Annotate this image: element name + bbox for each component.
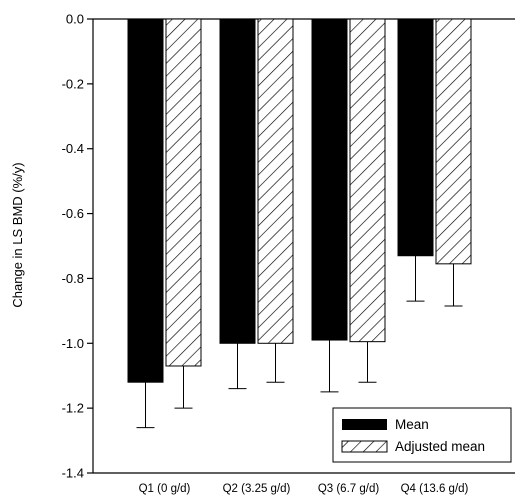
y-tick-label: -1.2	[62, 401, 84, 416]
y-tick-label: -1.4	[62, 466, 84, 481]
y-axis-label: Change in LS BMD (%/y)	[10, 162, 25, 307]
bar-adjusted-mean	[349, 18, 386, 343]
legend-box	[332, 407, 512, 463]
bar-mean	[397, 18, 434, 257]
category-label: Q3 (6.7 g/d)	[318, 483, 380, 495]
bar-mean	[127, 18, 164, 383]
bar-adjusted-mean	[435, 18, 472, 265]
legend-label-mean: Mean	[395, 417, 429, 432]
legend-swatch-mean	[342, 419, 387, 430]
bars-group	[127, 18, 472, 383]
y-tick-label: -0.4	[62, 141, 84, 156]
bar-mean	[219, 18, 256, 344]
category-label: Q4 (13.6 g/d)	[401, 483, 469, 495]
y-tick-label: -0.6	[62, 206, 84, 221]
y-tick-label: -0.2	[62, 76, 84, 91]
legend: Mean Adjusted mean	[332, 407, 512, 463]
bar-mean	[311, 18, 348, 341]
error-bars-group	[136, 255, 463, 429]
legend-label-adjusted-mean: Adjusted mean	[395, 439, 485, 454]
category-label: Q1 (0 g/d)	[139, 483, 191, 495]
y-tick-label: 0.0	[66, 12, 84, 27]
y-tick-label: -1.0	[62, 336, 84, 351]
bar-adjusted-mean	[165, 18, 202, 367]
category-label: Q2 (3.25 g/d)	[223, 483, 291, 495]
category-labels: Q1 (0 g/d) Q2 (3.25 g/d) Q3 (6.7 g/d) Q4 (1…	[139, 483, 469, 495]
y-tick-label: -0.8	[62, 271, 84, 286]
legend-swatch-adjusted-mean	[341, 440, 388, 453]
bar-adjusted-mean	[257, 18, 294, 344]
